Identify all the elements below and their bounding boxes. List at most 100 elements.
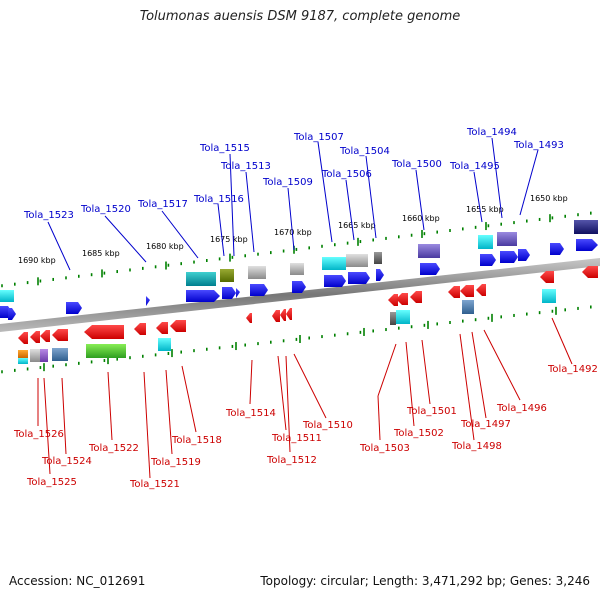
gene-label[interactable]: Tola_1514 [225, 408, 276, 419]
gene-label[interactable]: Tola_1498 [451, 441, 502, 452]
gene-arrow[interactable] [236, 288, 240, 298]
gene-arrow[interactable] [448, 286, 460, 298]
gene-label[interactable]: Tola_1512 [266, 455, 317, 466]
gene-feature[interactable] [542, 289, 556, 303]
gene-feature[interactable] [346, 254, 368, 267]
gene-feature[interactable] [220, 269, 234, 282]
gene-label[interactable]: Tola_1509 [262, 177, 313, 188]
gene-arrow[interactable] [186, 290, 220, 302]
gene-label[interactable]: Tola_1506 [321, 169, 372, 180]
gene-label[interactable]: Tola_1497 [460, 419, 511, 430]
gene-feature[interactable] [186, 272, 216, 286]
gene-label[interactable]: Tola_1507 [293, 132, 344, 143]
gene-arrow[interactable] [500, 251, 518, 263]
gene-label[interactable]: Tola_1517 [137, 199, 188, 210]
gene-feature[interactable] [158, 338, 171, 351]
gene-arrow[interactable] [40, 330, 50, 342]
gene-arrow[interactable] [582, 266, 598, 278]
gene-feature[interactable] [52, 348, 68, 361]
gene-arrow[interactable] [518, 249, 530, 261]
genome-summary: Topology: circular; Length: 3,471,292 bp… [260, 574, 590, 588]
gene-arrow[interactable] [292, 281, 306, 293]
gene-arrow[interactable] [396, 293, 408, 305]
gene-feature[interactable] [30, 349, 40, 362]
gene-arrow[interactable] [280, 309, 286, 321]
gene-arrow[interactable] [156, 322, 168, 334]
gene-arrow[interactable] [550, 243, 564, 255]
scale-tick-label: 1650 kbp [530, 194, 568, 203]
gene-label[interactable]: Tola_1496 [496, 403, 547, 414]
gene-feature[interactable] [374, 252, 382, 264]
gene-label[interactable]: Tola_1502 [393, 428, 444, 439]
gene-arrow[interactable] [286, 308, 292, 320]
gene-arrow[interactable] [52, 329, 68, 341]
gene-feature[interactable] [18, 350, 28, 358]
gene-label[interactable]: Tola_1526 [13, 429, 64, 440]
gene-arrow[interactable] [576, 239, 598, 251]
leader-line [43, 377, 51, 475]
gene-arrow[interactable] [84, 325, 124, 339]
gene-feature[interactable] [418, 244, 440, 258]
gene-label[interactable]: Tola_1495 [449, 161, 500, 172]
gene-arrow[interactable] [388, 294, 398, 306]
gene-arrow[interactable] [272, 310, 280, 322]
gene-feature[interactable] [248, 266, 266, 279]
reverse-gene-labels: Tola_1526 Tola_1524 Tola_1525 Tola_1522 … [13, 364, 598, 490]
gene-arrow[interactable] [170, 320, 186, 332]
gene-feature[interactable] [322, 257, 346, 270]
gene-label[interactable]: Tola_1515 [199, 143, 250, 154]
gene-arrow[interactable] [540, 271, 554, 283]
gene-arrow[interactable] [376, 269, 384, 281]
gene-arrow[interactable] [18, 332, 28, 344]
gene-feature[interactable] [290, 263, 304, 275]
gene-feature[interactable] [574, 220, 598, 234]
gene-feature[interactable] [497, 232, 517, 246]
gene-feature[interactable] [462, 300, 474, 314]
gene-label[interactable]: Tola_1522 [88, 443, 139, 454]
gene-feature[interactable] [0, 290, 14, 302]
gene-label[interactable]: Tola_1493 [513, 140, 564, 151]
gene-label[interactable]: Tola_1501 [406, 406, 457, 417]
gene-arrow[interactable] [146, 296, 150, 306]
gene-arrow[interactable] [420, 263, 440, 275]
gene-arrow[interactable] [222, 287, 236, 299]
gene-feature[interactable] [478, 235, 493, 249]
gene-label[interactable]: Tola_1521 [129, 479, 180, 490]
gene-feature[interactable] [396, 310, 410, 324]
gene-feature[interactable] [390, 312, 396, 325]
gene-arrow[interactable] [30, 331, 40, 343]
gene-label[interactable]: Tola_1525 [26, 477, 77, 488]
gene-label[interactable]: Tola_1504 [339, 146, 390, 157]
gene-feature[interactable] [40, 349, 48, 362]
gene-arrow[interactable] [66, 302, 82, 314]
gene-label[interactable]: Tola_1516 [193, 194, 244, 205]
gene-label[interactable]: Tola_1513 [220, 161, 271, 172]
gene-label[interactable]: Tola_1510 [302, 420, 353, 431]
gene-label[interactable]: Tola_1492 [547, 364, 598, 375]
gene-label[interactable]: Tola_1503 [359, 443, 410, 454]
gene-arrow[interactable] [246, 313, 252, 323]
scale-tick-label: 1690 kbp [18, 256, 56, 265]
gene-label[interactable]: Tola_1520 [80, 204, 131, 215]
gene-feature[interactable] [18, 358, 28, 364]
gene-arrow[interactable] [134, 323, 146, 335]
gene-label[interactable]: Tola_1500 [391, 159, 442, 170]
gene-label[interactable]: Tola_1524 [41, 456, 92, 467]
gene-feature[interactable] [86, 344, 126, 358]
gene-arrow[interactable] [476, 284, 486, 296]
gene-arrow[interactable] [324, 275, 346, 287]
gene-arrow[interactable] [250, 284, 268, 296]
scale-tick-label: 1660 kbp [402, 214, 440, 223]
leader-line [245, 171, 255, 253]
gene-label[interactable]: Tola_1523 [23, 210, 74, 221]
gene-arrow[interactable] [460, 285, 474, 297]
gene-label[interactable]: Tola_1518 [171, 435, 222, 446]
gene-arrow[interactable] [410, 291, 422, 303]
leader-line [415, 169, 425, 231]
gene-arrow[interactable] [8, 308, 16, 320]
gene-label[interactable]: Tola_1494 [466, 127, 517, 138]
gene-label[interactable]: Tola_1519 [150, 457, 201, 468]
gene-label[interactable]: Tola_1511 [271, 433, 322, 444]
gene-arrow[interactable] [480, 254, 496, 266]
gene-arrow[interactable] [348, 272, 370, 284]
